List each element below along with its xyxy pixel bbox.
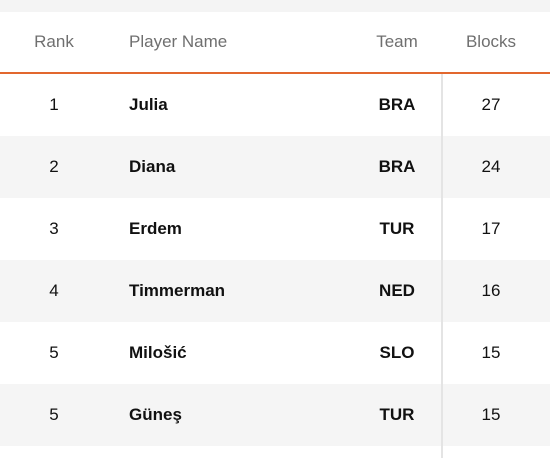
- blocks-cell: 17: [481, 219, 501, 238]
- rank-cell: 3: [49, 219, 59, 238]
- blocks-cell: 27: [481, 95, 501, 114]
- team-cell: NED: [379, 281, 415, 300]
- team-cell: BRA: [378, 95, 416, 114]
- player-name-cell: Milošić: [129, 343, 187, 362]
- header-player-name[interactable]: Player Name: [129, 32, 228, 51]
- table-body: 1 Julia BRA 27 2 Diana BRA 24 3 Erdem TU…: [0, 74, 550, 446]
- rank-cell: 5: [49, 343, 59, 362]
- rank-cell: 4: [49, 281, 59, 300]
- blocks-cell: 16: [481, 281, 501, 300]
- table-row[interactable]: 2 Diana BRA 24: [0, 136, 550, 198]
- table-row[interactable]: 3 Erdem TUR 17: [0, 198, 550, 260]
- rank-cell: 1: [49, 95, 59, 114]
- table-row[interactable]: 5 Milošić SLO 15: [0, 322, 550, 384]
- rank-cell: 2: [49, 157, 59, 176]
- header-divider-line: [0, 72, 550, 74]
- player-name-cell: Erdem: [129, 219, 182, 238]
- column-divider: [441, 74, 443, 458]
- table-row[interactable]: 1 Julia BRA 27: [0, 74, 550, 136]
- player-name-cell: Güneş: [129, 405, 182, 424]
- top-strip: [0, 0, 550, 12]
- blocks-cell: 15: [481, 405, 501, 424]
- team-cell: BRA: [378, 157, 416, 176]
- player-name-cell: Diana: [129, 157, 176, 176]
- table-row[interactable]: 5 Güneş TUR 15: [0, 384, 550, 446]
- header-blocks[interactable]: Blocks: [465, 32, 517, 51]
- player-name-cell: Julia: [129, 95, 168, 114]
- header-rank[interactable]: Rank: [34, 32, 74, 51]
- header-team[interactable]: Team: [376, 32, 418, 51]
- team-cell: SLO: [379, 343, 415, 362]
- team-cell: TUR: [379, 405, 415, 424]
- table-row[interactable]: 4 Timmerman NED 16: [0, 260, 550, 322]
- team-cell: TUR: [379, 219, 415, 238]
- table-header: Rank Player Name Team Blocks: [0, 12, 550, 72]
- blocks-cell: 15: [481, 343, 501, 362]
- blocks-cell: 24: [481, 157, 501, 176]
- player-name-cell: Timmerman: [129, 281, 226, 300]
- rank-cell: 5: [49, 405, 59, 424]
